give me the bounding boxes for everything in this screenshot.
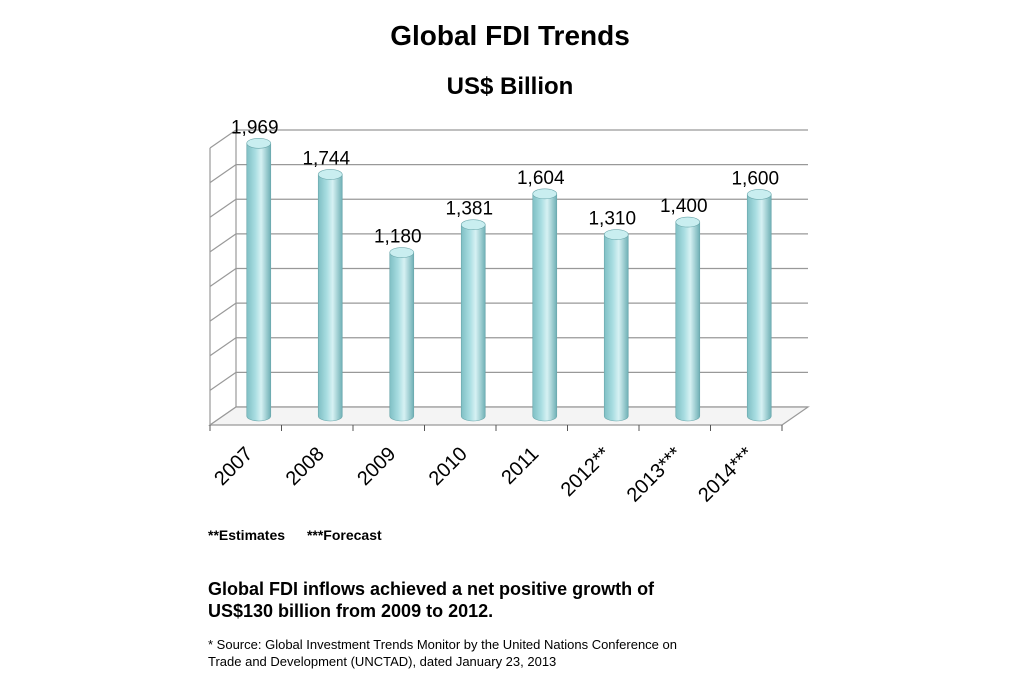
bar [746, 189, 772, 422]
gridline-depth [209, 198, 237, 218]
bar [675, 216, 701, 422]
gridline-depth [209, 129, 237, 149]
bar-value-label: 1,969 [231, 117, 279, 138]
bar-value-label: 1,744 [302, 148, 350, 169]
x-tick-label: 2010 [425, 443, 472, 490]
bar-value-label: 1,600 [731, 168, 779, 189]
bar [460, 219, 486, 422]
legend: **Estimates ***Forecast [208, 527, 400, 543]
bar-value-label: 1,604 [517, 168, 565, 189]
chart-floor [208, 406, 810, 426]
gridline-depth [209, 268, 237, 287]
x-tick-label: 2012** [557, 443, 615, 501]
gridline-depth [209, 233, 237, 253]
x-tick-label: 2011 [497, 443, 543, 489]
bar-body [389, 252, 415, 422]
legend-estimates: **Estimates [208, 527, 286, 543]
bar-chart: 1,969 2007 1,744 2008 1,180 2009 1,381 2010 1,60… [208, 117, 810, 507]
bar-body [603, 234, 629, 422]
bar-value-label: 1,400 [660, 196, 708, 217]
bar-top [603, 229, 629, 240]
summary-text: Global FDI inflows achieved a net positi… [208, 578, 768, 622]
gridline-depth [209, 302, 237, 322]
x-tick-label: 2009 [353, 443, 400, 490]
bar [389, 247, 415, 422]
bar-top [746, 189, 772, 200]
bar-top [532, 188, 558, 200]
x-tick-label: 2014*** [694, 443, 758, 507]
bar-body [532, 193, 558, 422]
source-line-2: Trade and Development (UNCTAD), dated Ja… [208, 654, 557, 669]
bar-top [460, 219, 486, 231]
chart-title: Global FDI Trends [390, 20, 630, 51]
summary-line-1: Global FDI inflows achieved a net positi… [208, 579, 655, 599]
bar-top [317, 169, 343, 180]
gridline-depth [209, 164, 237, 184]
bar-body [460, 224, 486, 422]
summary-line-2: US$130 billion from 2009 to 2012. [208, 601, 494, 621]
chart-subtitle: US$ Billion [446, 73, 574, 100]
bar [603, 229, 629, 422]
bar-value-label: 1,180 [374, 227, 422, 248]
gridline-depth [209, 371, 237, 391]
legend-forecast: ***Forecast [306, 527, 382, 543]
gridline-depth [209, 337, 237, 357]
bar-layer [246, 137, 772, 422]
bar [317, 169, 343, 422]
bar-top [389, 247, 415, 258]
bar-top [675, 216, 701, 228]
bar [532, 188, 558, 422]
bar [246, 137, 272, 422]
bar-body [317, 174, 343, 422]
bar-top [246, 137, 272, 149]
bar-body [746, 194, 772, 422]
bar-body [246, 142, 272, 422]
bar-value-label: 1,381 [445, 199, 493, 220]
x-tick-label: 2013*** [623, 443, 687, 507]
x-tick-label: 2007 [210, 443, 257, 490]
grid-layer [208, 129, 810, 431]
source-note: * Source: Global Investment Trends Monit… [208, 636, 848, 670]
bar-body [675, 221, 701, 422]
bar-value-label: 1,310 [588, 209, 636, 230]
source-line-1: * Source: Global Investment Trends Monit… [208, 637, 677, 652]
x-tick-label: 2008 [282, 443, 329, 490]
